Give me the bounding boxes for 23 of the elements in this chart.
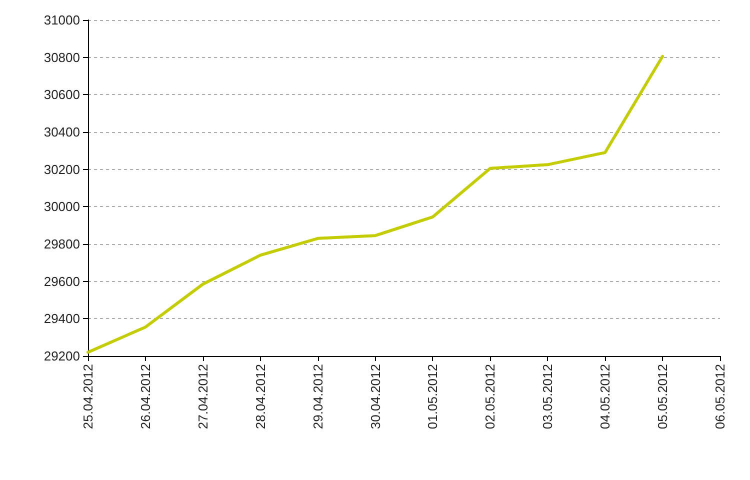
x-tick-label: 26.04.2012 (138, 364, 153, 430)
x-tick-label: 29.04.2012 (310, 364, 326, 430)
y-tick-label: 30600 (44, 87, 80, 102)
y-tick-label: 29600 (44, 274, 80, 289)
y-tick-label: 29800 (44, 236, 80, 252)
line-series (86, 54, 664, 354)
x-tick-label: 27.04.2012 (195, 364, 210, 430)
y-tick-label: 30000 (44, 199, 80, 214)
x-tick-label: 01.05.2012 (425, 364, 440, 430)
x-tick-label: 05.05.2012 (655, 364, 670, 430)
y-tick-label: 29400 (44, 311, 80, 326)
x-tick-label: 28.04.2012 (252, 364, 268, 430)
y-tick-label: 30200 (44, 162, 80, 177)
y-tick-label: 30800 (44, 50, 80, 65)
y-tick-label: 31000 (44, 12, 80, 28)
x-tick-label: 06.05.2012 (712, 364, 728, 430)
x-tick-label: 04.05.2012 (598, 364, 613, 430)
x-tick-label: 25.04.2012 (80, 364, 96, 430)
y-tick-label: 30400 (44, 124, 80, 140)
x-tick-label: 02.05.2012 (482, 364, 498, 430)
x-tick-label: 03.05.2012 (540, 364, 556, 430)
y-tick-label: 29200 (44, 348, 80, 364)
x-tick-label: 30.04.2012 (368, 364, 383, 430)
